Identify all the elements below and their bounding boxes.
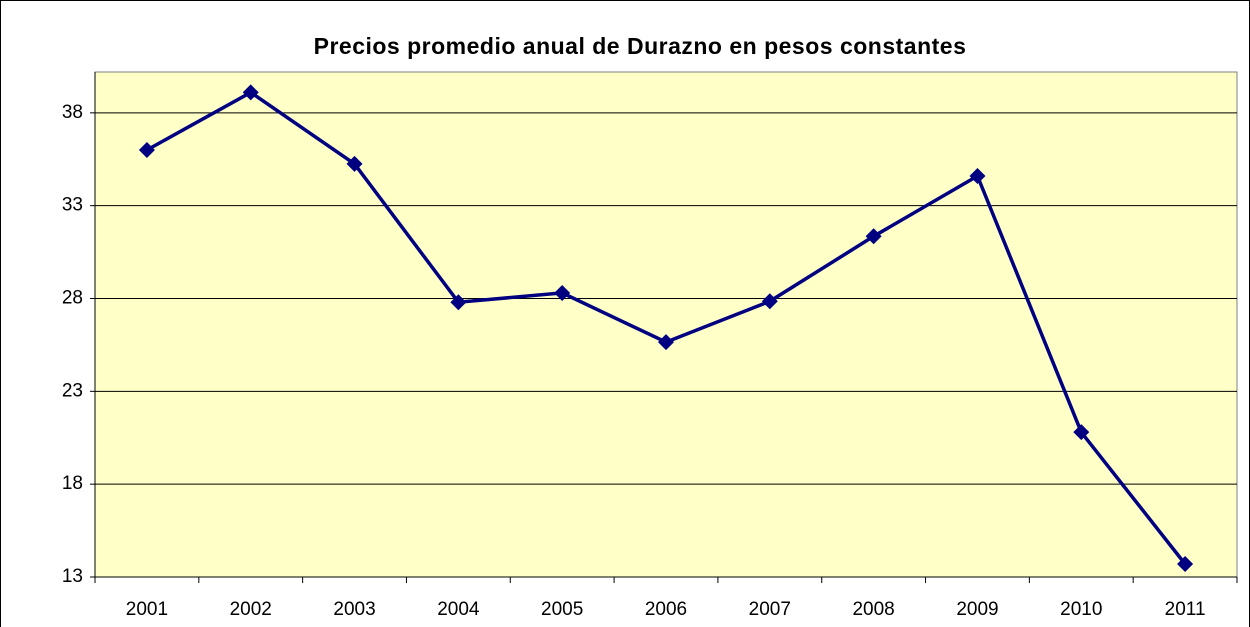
x-tick-label: 2011 xyxy=(1165,599,1206,620)
data-point xyxy=(865,228,882,245)
data-point xyxy=(1073,424,1090,441)
data-point xyxy=(761,293,778,310)
y-tick-label: 38 xyxy=(62,102,83,123)
y-tick-label: 33 xyxy=(62,195,83,216)
x-tick-label: 2001 xyxy=(126,599,168,620)
y-tick-label: 23 xyxy=(62,380,83,401)
x-tick-label: 2003 xyxy=(333,599,375,620)
chart-title: Precios promedio anual de Durazno en pes… xyxy=(314,33,967,59)
data-point xyxy=(1177,556,1194,573)
x-tick-label: 2005 xyxy=(541,599,583,620)
data-point xyxy=(658,334,674,351)
data-point xyxy=(346,155,363,172)
x-tick-label: 2004 xyxy=(437,599,480,620)
x-tick-label: 2006 xyxy=(645,599,687,620)
data-point xyxy=(138,141,155,158)
x-tick-label: 2008 xyxy=(852,599,894,620)
x-tick-label: 2010 xyxy=(1060,599,1102,620)
y-tick-label: 28 xyxy=(62,288,83,309)
data-point xyxy=(450,294,467,311)
data-point xyxy=(554,284,571,301)
data-point xyxy=(242,84,259,101)
plot-area xyxy=(94,71,1238,578)
x-tick-label: 2002 xyxy=(230,599,272,620)
x-tick-label: 2007 xyxy=(749,599,791,620)
data-point xyxy=(969,167,986,184)
x-tick-label: 2009 xyxy=(956,599,998,620)
y-tick-label: 13 xyxy=(62,566,83,587)
y-tick-label: 18 xyxy=(62,473,83,494)
